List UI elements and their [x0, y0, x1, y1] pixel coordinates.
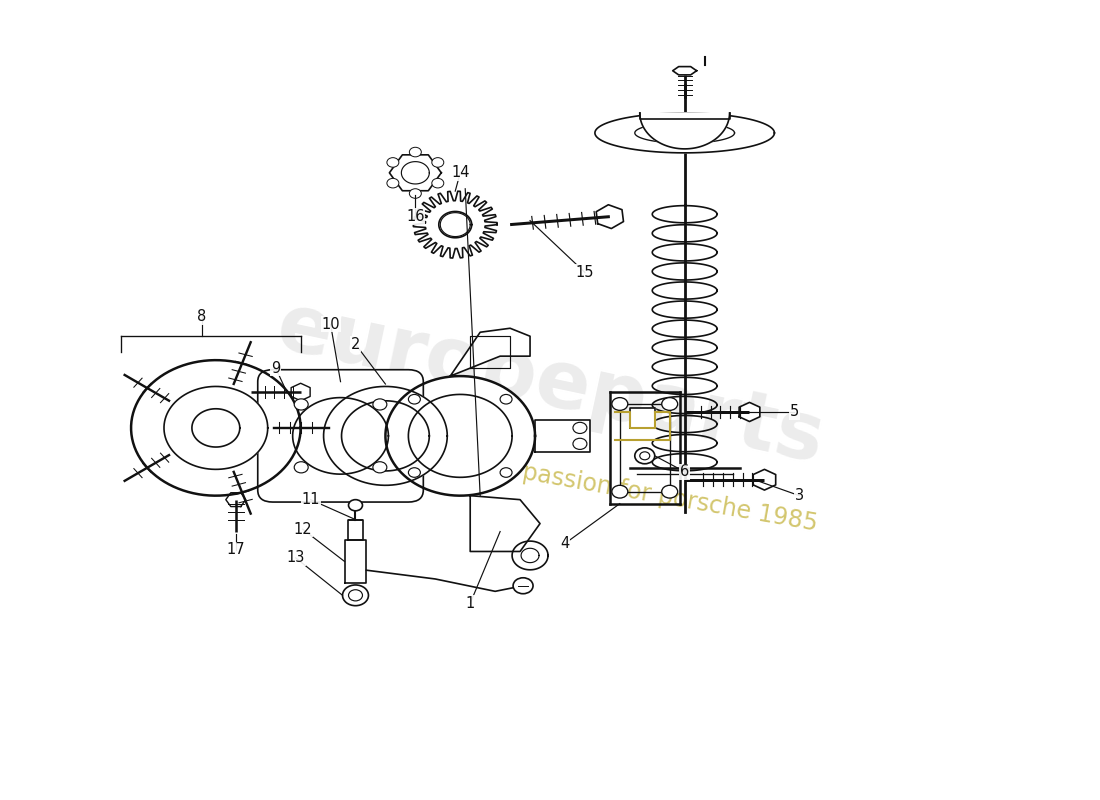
Polygon shape: [640, 113, 729, 149]
Circle shape: [387, 158, 399, 167]
Polygon shape: [630, 408, 654, 428]
Circle shape: [349, 500, 363, 511]
Circle shape: [373, 462, 387, 473]
Polygon shape: [348, 519, 363, 539]
Text: 5: 5: [790, 405, 799, 419]
Polygon shape: [131, 360, 300, 496]
Polygon shape: [754, 470, 776, 490]
Circle shape: [500, 394, 513, 404]
Text: a passion for porsche 1985: a passion for porsche 1985: [499, 456, 820, 535]
Circle shape: [294, 399, 308, 410]
Polygon shape: [292, 383, 310, 401]
Circle shape: [573, 438, 587, 450]
Circle shape: [513, 578, 534, 594]
Text: 4: 4: [560, 536, 570, 551]
Text: 12: 12: [294, 522, 312, 537]
Text: 10: 10: [321, 317, 340, 332]
Circle shape: [408, 394, 420, 404]
Circle shape: [662, 486, 678, 498]
Text: 8: 8: [197, 309, 207, 324]
Circle shape: [294, 462, 308, 473]
Circle shape: [432, 178, 443, 188]
Circle shape: [387, 178, 399, 188]
Text: 13: 13: [286, 550, 305, 566]
Text: 17: 17: [227, 542, 245, 558]
Text: 11: 11: [301, 492, 320, 507]
Text: europeparts: europeparts: [270, 288, 830, 480]
Circle shape: [662, 398, 678, 410]
Text: 14: 14: [451, 166, 470, 180]
Circle shape: [500, 468, 513, 478]
Polygon shape: [414, 191, 497, 258]
Polygon shape: [344, 539, 366, 583]
Circle shape: [373, 399, 387, 410]
Text: 15: 15: [575, 265, 594, 280]
Circle shape: [635, 448, 654, 464]
Polygon shape: [596, 205, 624, 229]
Polygon shape: [164, 386, 267, 470]
Circle shape: [409, 189, 421, 198]
Polygon shape: [739, 402, 760, 422]
FancyBboxPatch shape: [257, 370, 424, 502]
Circle shape: [573, 422, 587, 434]
Polygon shape: [535, 420, 590, 452]
Polygon shape: [470, 496, 540, 551]
Polygon shape: [226, 493, 245, 506]
Polygon shape: [389, 155, 441, 190]
Text: 2: 2: [351, 337, 360, 352]
Polygon shape: [450, 328, 530, 376]
Circle shape: [409, 147, 421, 157]
Polygon shape: [191, 409, 240, 447]
Text: 1: 1: [465, 596, 475, 610]
Text: 3: 3: [795, 488, 804, 503]
Text: 16: 16: [406, 209, 425, 224]
Circle shape: [408, 468, 420, 478]
Polygon shape: [323, 386, 448, 486]
Polygon shape: [673, 66, 696, 75]
Circle shape: [612, 486, 628, 498]
Text: 9: 9: [271, 361, 281, 376]
Circle shape: [612, 398, 628, 410]
Circle shape: [432, 158, 443, 167]
Text: 6: 6: [680, 464, 690, 479]
Polygon shape: [385, 376, 535, 496]
Polygon shape: [595, 113, 774, 153]
Polygon shape: [513, 541, 548, 570]
